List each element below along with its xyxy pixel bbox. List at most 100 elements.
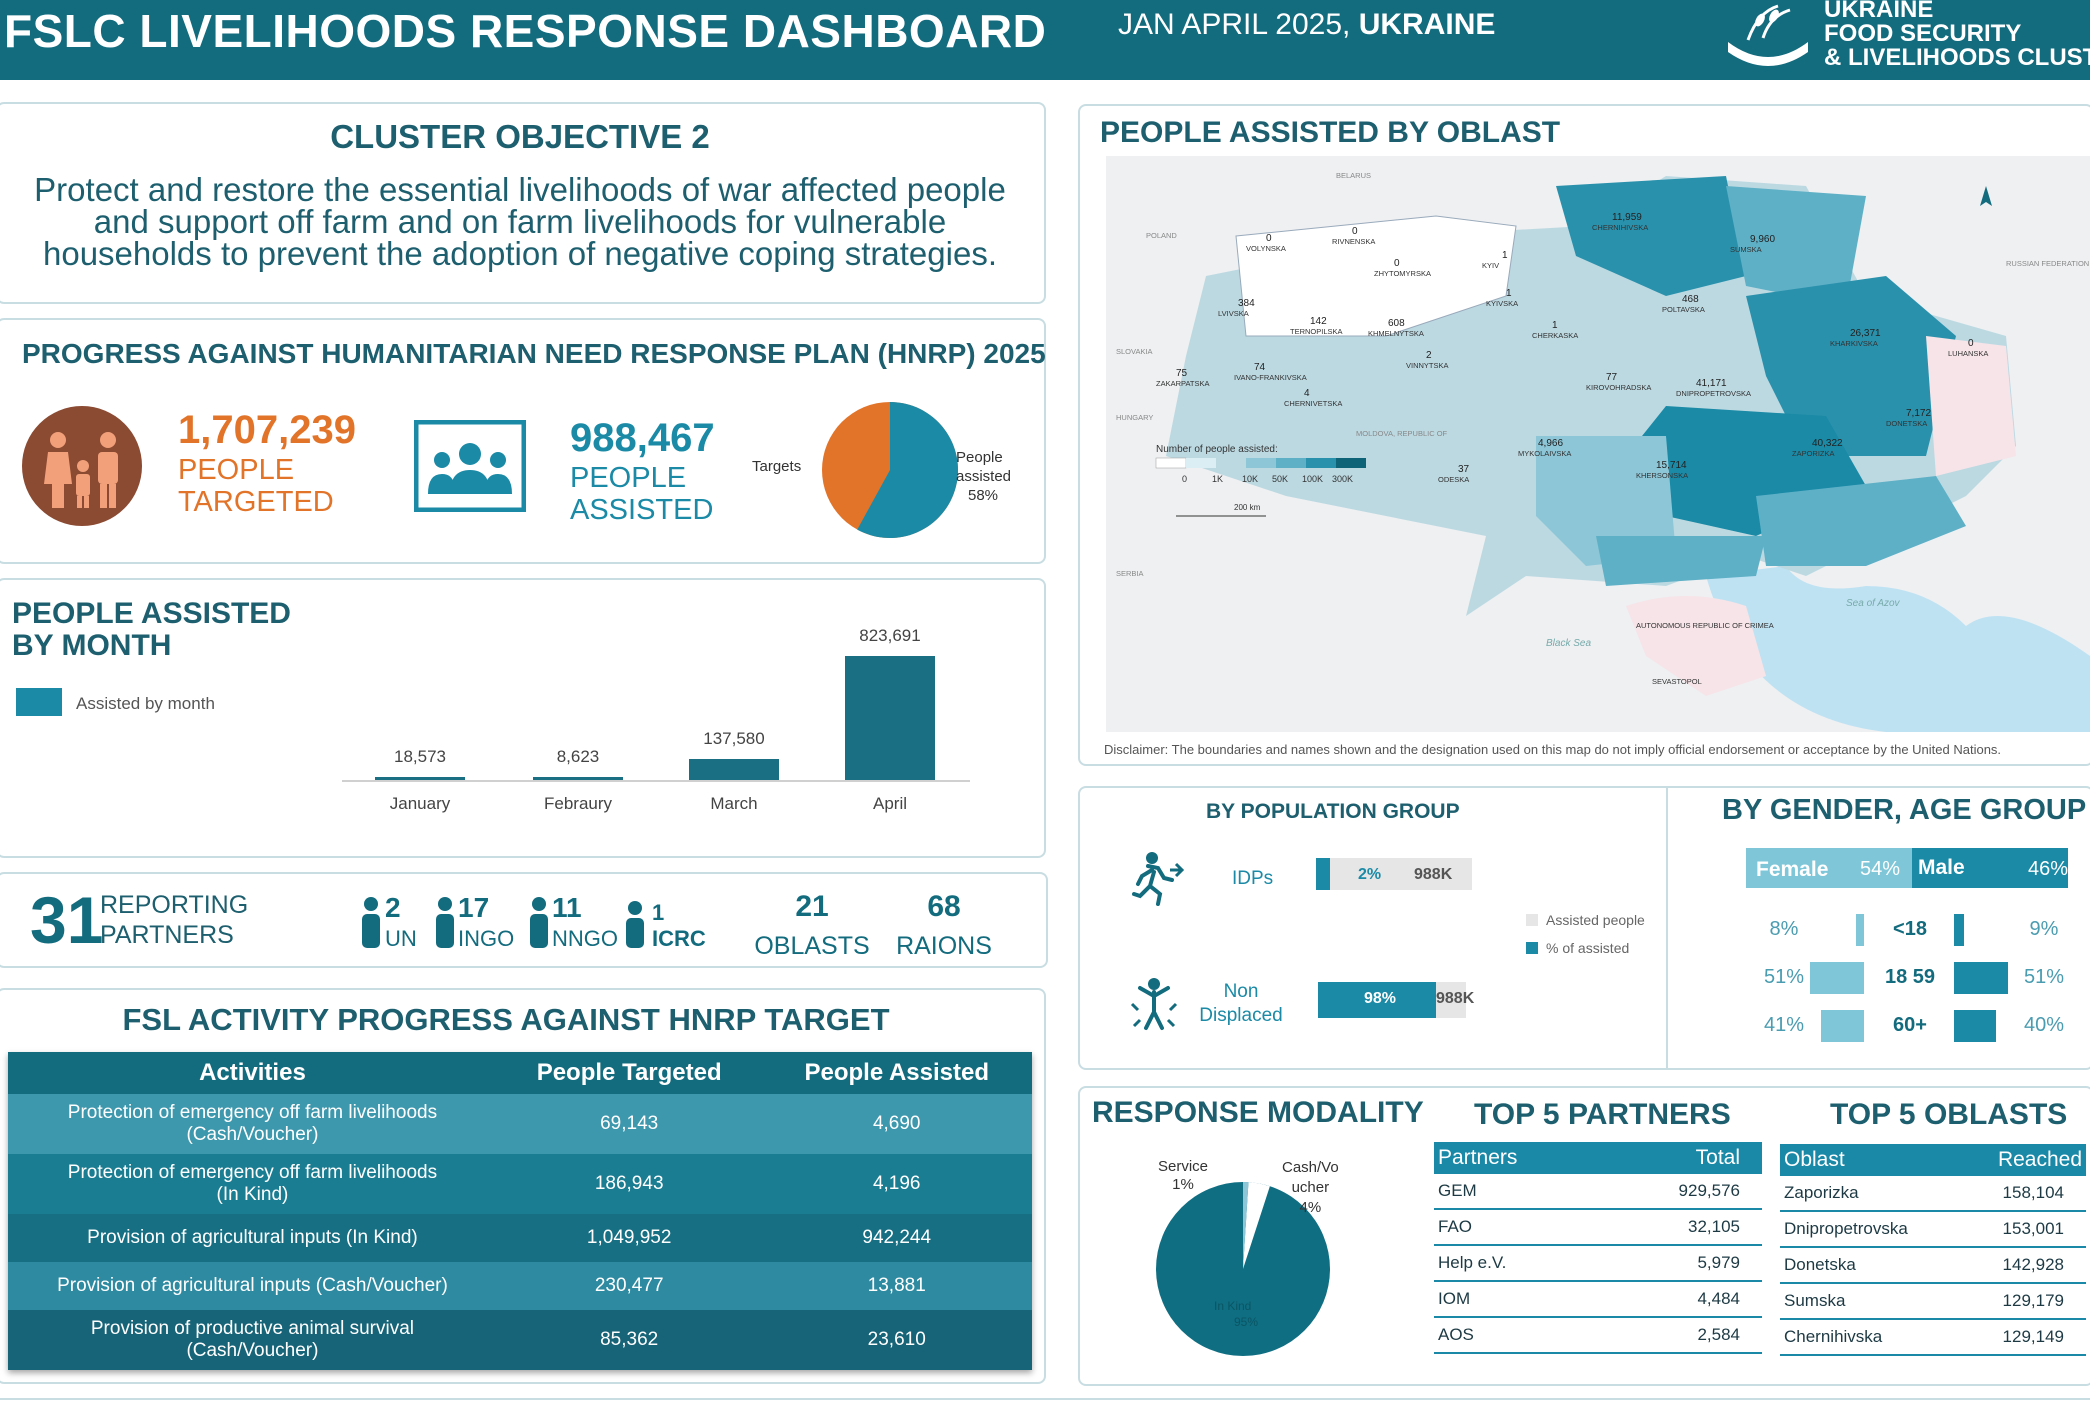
oblast-row: Donetska 142,928	[1780, 1247, 2086, 1284]
by-month-title-1: PEOPLE ASSISTED	[12, 597, 291, 630]
nd-total: 988K	[1436, 990, 1475, 1007]
pie-inkind-label: In Kind	[1214, 1299, 1251, 1313]
modality-pie-chart: In Kind 95%	[1156, 1182, 1330, 1356]
cash-label-2: ucher	[1291, 1179, 1330, 1196]
oblast-value-label: 384	[1238, 298, 1255, 309]
idp-total: 988K	[1414, 866, 1453, 883]
activity-name-line-1: Protection of emergency off farm livelih…	[67, 1102, 438, 1123]
activity-row: Protection of emergency off farm livelih…	[8, 1154, 1032, 1214]
activity-table: Activities People Targeted People Assist…	[8, 1052, 1032, 1370]
partner-row-name: Help e.V.	[1434, 1245, 1598, 1282]
oblast-row-value: 129,179	[1960, 1283, 2086, 1320]
oblast-name-label: ZHYTOMYRSKA	[1374, 269, 1431, 278]
female-header	[1746, 848, 1912, 888]
activity-name-line-1: Provision of agricultural inputs (Cash/V…	[57, 1275, 448, 1296]
oblasts-col-reached: Reached	[1960, 1144, 2086, 1176]
oblast-value-label: 1	[1506, 288, 1512, 299]
objective-line-3: households to prevent the adoption of ne…	[42, 235, 997, 272]
oblast-value-label: 1	[1502, 250, 1508, 261]
female-age-bar	[1809, 962, 1864, 994]
oblast-row-value: 129,149	[1960, 1319, 2086, 1356]
nd-pct: 98%	[1364, 990, 1397, 1007]
azov-sea-label: Sea of Azov	[1846, 598, 1901, 609]
oblast-name-label: SEVASTOPOL	[1652, 677, 1702, 686]
country-label: RUSSIAN FEDERATION	[2006, 259, 2089, 268]
panel-divider	[1666, 786, 1668, 1068]
activity-name-line-1: Provision of productive animal survival	[90, 1318, 415, 1339]
black-sea-label: Black Sea	[1546, 638, 1591, 649]
activity-assisted-cell: 4,196	[872, 1173, 921, 1194]
oblasts-header-row: Oblast Reached	[1780, 1144, 2086, 1176]
age-group-label: <18	[1893, 918, 1927, 940]
pie-assisted-label-2: assisted	[956, 468, 1012, 485]
oblast-row-name: Sumska	[1780, 1283, 1961, 1320]
targeted-label-1: PEOPLE	[178, 454, 295, 486]
female-age-pct: 51%	[1763, 966, 1805, 988]
month-bar	[375, 777, 465, 780]
activity-row: Provision of productive animal survival(…	[8, 1310, 1032, 1370]
oblast-value-label: 1	[1552, 320, 1558, 331]
cash-label-3: 4%	[1299, 1199, 1322, 1216]
month-value-label: 8,623	[556, 747, 600, 766]
un-count: 2	[385, 892, 401, 923]
legend-assisted-swatch	[1526, 914, 1538, 926]
top-oblasts-title: TOP 5 OBLASTS	[1830, 1098, 2068, 1131]
un-label: UN	[385, 926, 417, 951]
activity-name-cell: Provision of agricultural inputs (In Kin…	[8, 1214, 497, 1262]
pie-cash-slice	[1243, 1182, 1270, 1269]
logo-line-3: & LIVELIHOODS CLUSTER	[1824, 44, 2090, 71]
partners-col-total: Total	[1597, 1142, 1762, 1174]
oblast-name-label: RIVNENSKA	[1332, 237, 1375, 246]
map-disclaimer: Disclaimer: The boundaries and names sho…	[1104, 742, 2002, 757]
people-targeted-number: 1,707,239	[178, 408, 356, 452]
activity-name-cell: Provision of agricultural inputs (Cash/V…	[8, 1262, 497, 1310]
oblast-value-label: 15,714	[1656, 460, 1687, 471]
logo-line-2: FOOD SECURITY	[1824, 20, 2022, 47]
activity-targeted-cell: 1,049,952	[586, 1227, 672, 1248]
idp-bar-fill	[1316, 858, 1330, 890]
month-axis-label: Febraury	[543, 794, 613, 813]
family-icon	[22, 406, 142, 526]
month-value-label: 823,691	[859, 626, 921, 645]
country-label: BELARUS	[1336, 171, 1371, 180]
objective-panel	[0, 102, 1046, 304]
oblast-row-value: 153,001	[1960, 1211, 2086, 1248]
top-partners-table: Partners Total GEM 929,576 FAO 32,105 Help e…	[1434, 1142, 1762, 1354]
oblast-row-name: Zaporizka	[1780, 1176, 1961, 1212]
chart-baseline	[342, 780, 970, 782]
nngo-label: NNGO	[552, 926, 618, 951]
map-scale-label: 200 km	[1234, 503, 1261, 512]
gender-title: BY GENDER, AGE GROUP	[1722, 794, 2087, 826]
ingo-count: 17	[458, 892, 490, 923]
activity-table-wrap: Activities People Targeted People Assist…	[8, 1052, 1032, 1370]
activity-name-line-2: (Cash/Voucher)	[186, 1340, 319, 1361]
country-label: SERBIA	[1116, 569, 1144, 578]
oblast-value-label: 142	[1310, 316, 1327, 327]
oblast-row-value: 158,104	[1960, 1176, 2086, 1212]
oblast-row: Dnipropetrovska 153,001	[1780, 1211, 2086, 1248]
person-icon-ingo	[436, 897, 454, 948]
female-age-pct: 41%	[1763, 1014, 1805, 1036]
activity-name-line-1: Provision of agricultural inputs (In Kin…	[87, 1227, 418, 1248]
activity-title: FSL ACTIVITY PROGRESS AGAINST HNRP TARGE…	[122, 1002, 890, 1037]
person-icon-icrc	[626, 901, 644, 948]
service-label-2: 1%	[1172, 1176, 1194, 1193]
people-assisted-number: 988,467	[570, 416, 715, 460]
targeted-label-2: TARGETED	[178, 486, 334, 518]
country-label: HUNGARY	[1116, 413, 1153, 422]
oblast-name-label: VINNYTSKA	[1406, 361, 1449, 370]
partner-row-value: 32,105	[1597, 1209, 1762, 1246]
oblast-name-label: ODESKA	[1438, 475, 1469, 484]
oblast-row: Zaporizka 158,104	[1780, 1176, 2086, 1212]
activity-assisted-cell: 942,244	[862, 1227, 932, 1248]
oblast-name-label: KHARKIVSKA	[1830, 339, 1878, 348]
logo-line-1: UKRAINE	[1824, 0, 1934, 23]
activity-name-cell: Protection of emergency off farm livelih…	[8, 1094, 497, 1154]
country-text: UKRAINE	[1358, 8, 1496, 41]
partners-header-row: Partners Total	[1434, 1142, 1762, 1174]
oblast-row-name: Donetska	[1780, 1247, 1961, 1284]
oblast-name-label: DNIPROPETROVSKA	[1676, 389, 1751, 398]
month-value-label: 18,573	[394, 747, 446, 766]
activity-name-line-2: (In Kind)	[216, 1184, 289, 1205]
country-label: POLAND	[1146, 231, 1177, 240]
